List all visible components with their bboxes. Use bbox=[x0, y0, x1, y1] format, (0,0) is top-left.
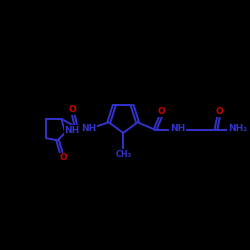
Text: NH: NH bbox=[170, 124, 185, 133]
Text: O: O bbox=[158, 108, 165, 116]
Text: O: O bbox=[216, 108, 224, 116]
Text: NH₂: NH₂ bbox=[228, 124, 247, 133]
Text: O: O bbox=[59, 153, 67, 162]
Text: NH: NH bbox=[81, 124, 96, 133]
Text: O: O bbox=[68, 105, 76, 114]
Text: NH: NH bbox=[64, 126, 80, 135]
Text: CH₃: CH₃ bbox=[115, 150, 131, 159]
